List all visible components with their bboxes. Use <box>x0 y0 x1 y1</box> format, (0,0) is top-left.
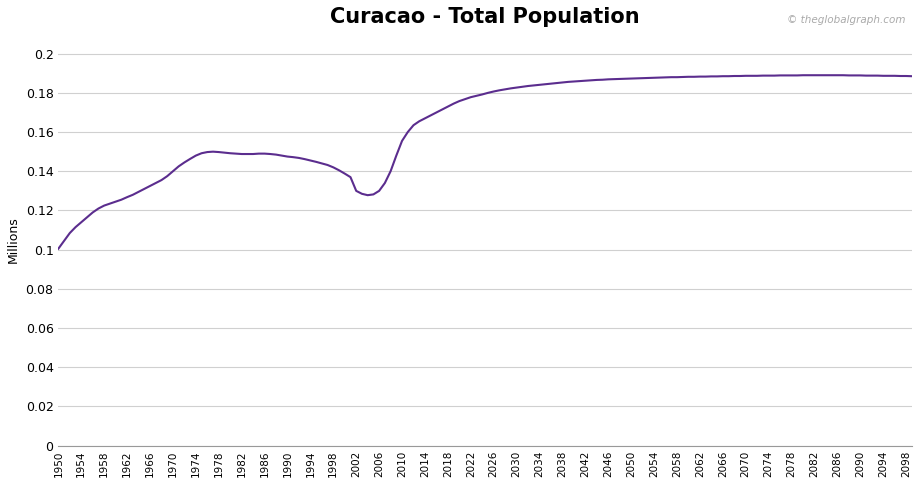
Title: Curacao - Total Population: Curacao - Total Population <box>330 7 640 27</box>
Y-axis label: Millions: Millions <box>7 216 20 263</box>
Text: © theglobalgraph.com: © theglobalgraph.com <box>787 15 905 25</box>
